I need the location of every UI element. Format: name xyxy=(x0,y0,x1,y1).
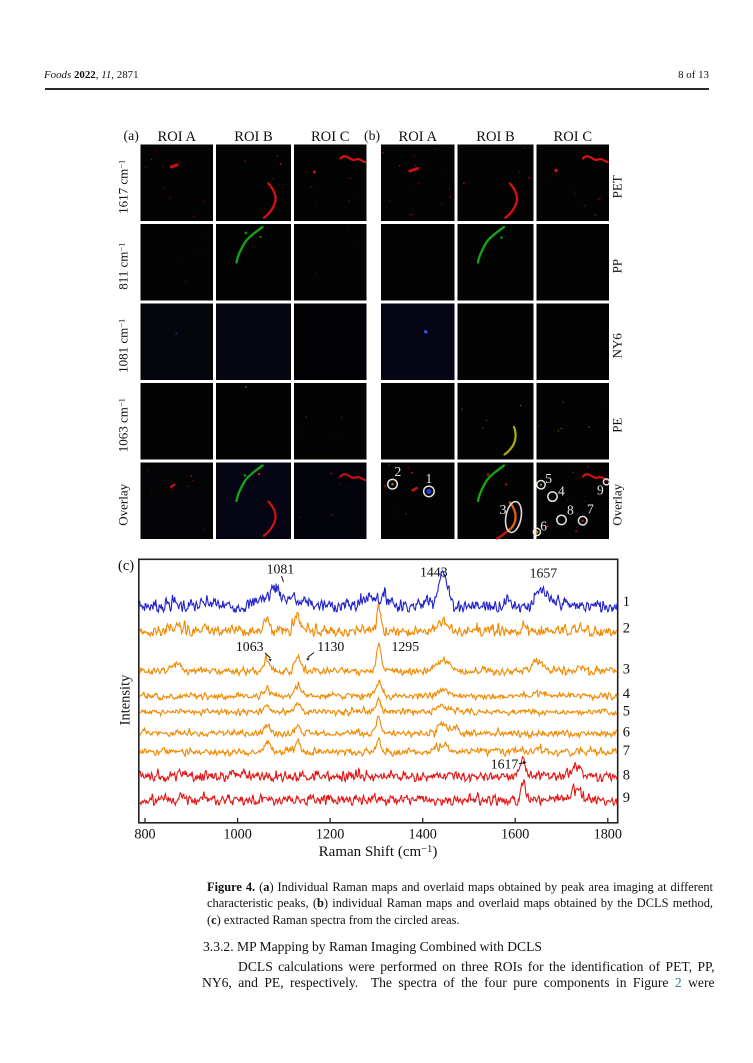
svg-text:1063: 1063 xyxy=(236,639,264,654)
svg-text:PET: PET xyxy=(610,175,625,198)
svg-text:8: 8 xyxy=(567,503,574,518)
svg-text:PE: PE xyxy=(610,418,625,433)
svg-text:7: 7 xyxy=(623,743,630,759)
svg-text:Intensity: Intensity xyxy=(118,674,134,725)
svg-text:ROI A: ROI A xyxy=(399,129,438,145)
svg-text:1295: 1295 xyxy=(392,639,420,654)
svg-text:ROI C: ROI C xyxy=(311,129,350,145)
svg-text:1600: 1600 xyxy=(501,827,529,843)
svg-text:1200: 1200 xyxy=(316,827,344,843)
svg-text:800: 800 xyxy=(134,827,155,843)
svg-text:1657: 1657 xyxy=(530,566,558,581)
svg-text:4: 4 xyxy=(623,686,631,702)
svg-text:811 cm−1: 811 cm−1 xyxy=(116,243,131,290)
svg-text:5: 5 xyxy=(623,704,630,720)
svg-text:NY6: NY6 xyxy=(610,333,625,359)
svg-text:6: 6 xyxy=(540,519,547,534)
svg-text:1063 cm−1: 1063 cm−1 xyxy=(116,398,131,452)
svg-text:(a): (a) xyxy=(124,128,139,144)
svg-text:(c): (c) xyxy=(118,558,134,574)
svg-text:1: 1 xyxy=(623,594,630,610)
svg-text:6: 6 xyxy=(623,725,630,741)
svg-text:Raman Shift (cm−1): Raman Shift (cm−1) xyxy=(319,844,438,860)
svg-text:5: 5 xyxy=(545,471,552,486)
svg-text:8: 8 xyxy=(623,768,630,784)
svg-text:1400: 1400 xyxy=(409,827,437,843)
svg-text:1081: 1081 xyxy=(267,562,295,577)
svg-text:PP: PP xyxy=(610,259,625,273)
svg-text:2: 2 xyxy=(395,464,402,479)
svg-text:(b): (b) xyxy=(364,128,380,144)
svg-text:1081 cm−1: 1081 cm−1 xyxy=(116,319,131,373)
svg-text:1130: 1130 xyxy=(317,639,344,654)
svg-text:ROI C: ROI C xyxy=(554,129,593,145)
svg-text:1000: 1000 xyxy=(223,827,251,843)
svg-text:9: 9 xyxy=(623,790,630,806)
svg-text:3: 3 xyxy=(623,661,630,677)
svg-text:1617: 1617 xyxy=(491,756,519,771)
svg-text:ROI B: ROI B xyxy=(234,129,273,145)
svg-text:ROI A: ROI A xyxy=(158,129,197,145)
svg-text:1617 cm−1: 1617 cm−1 xyxy=(116,160,131,214)
svg-text:7: 7 xyxy=(587,502,594,517)
svg-text:4: 4 xyxy=(558,484,565,499)
svg-text:Overlay: Overlay xyxy=(116,483,131,525)
svg-text:Overlay: Overlay xyxy=(610,483,625,525)
svg-text:2: 2 xyxy=(623,621,630,637)
svg-text:1443: 1443 xyxy=(420,565,448,580)
svg-text:1: 1 xyxy=(426,471,433,486)
svg-text:9: 9 xyxy=(597,483,604,498)
svg-text:1800: 1800 xyxy=(594,827,622,843)
svg-text:ROI B: ROI B xyxy=(476,129,515,145)
svg-text:3: 3 xyxy=(500,503,507,518)
